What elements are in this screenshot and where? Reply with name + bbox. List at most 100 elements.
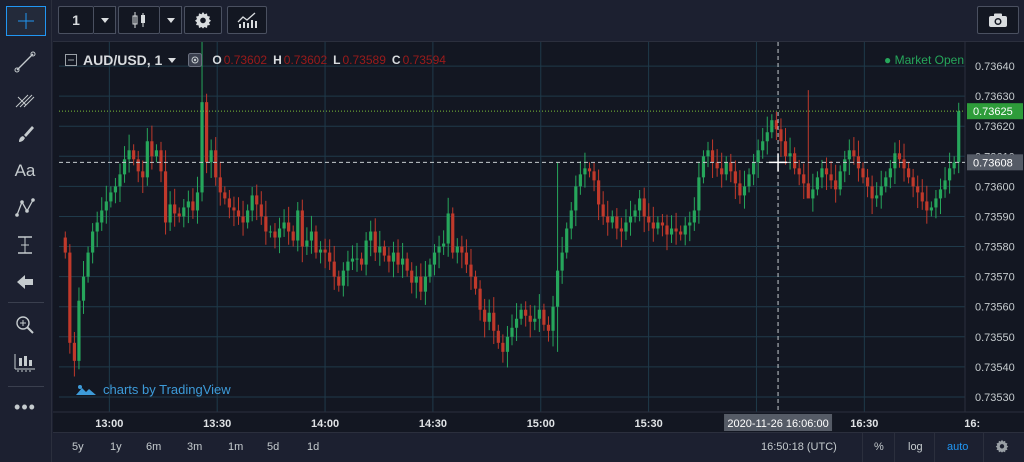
crosshair-tool-button[interactable] — [6, 6, 46, 36]
settings-button[interactable] — [184, 6, 222, 34]
candle-body — [268, 231, 273, 233]
candle-body — [391, 252, 396, 262]
candle-body — [100, 210, 104, 223]
candle — [186, 190, 190, 224]
candle-body — [318, 249, 323, 253]
candle — [227, 190, 231, 219]
candle-body — [565, 228, 569, 253]
scale-settings-button[interactable] — [995, 439, 1009, 456]
candle-body — [569, 210, 573, 229]
candle — [369, 220, 373, 257]
eye-icon[interactable] — [188, 53, 203, 67]
price-tick-label: 0.73550 — [975, 332, 1015, 344]
pitchfork-tool-button[interactable] — [8, 83, 42, 113]
candle — [473, 270, 478, 295]
candle — [264, 200, 268, 245]
candle — [779, 118, 783, 157]
candle — [902, 143, 906, 182]
candle — [241, 200, 245, 236]
tradingview-watermark[interactable]: charts by TradingView — [75, 382, 231, 397]
chart-type-button[interactable] — [118, 6, 160, 34]
trend-line-icon — [14, 51, 36, 73]
percent-scale-button[interactable]: % — [874, 441, 884, 453]
pattern-icon — [15, 198, 35, 217]
candle — [505, 325, 510, 368]
candle — [551, 295, 555, 347]
range-1m-button[interactable]: 1m — [228, 441, 244, 453]
candle — [601, 191, 605, 225]
candle-body — [724, 162, 728, 175]
ohlc-key-c: C — [391, 53, 401, 67]
candle — [761, 128, 765, 159]
candle — [706, 141, 710, 168]
range-1d-button[interactable]: 1d — [307, 441, 320, 453]
candle-body — [218, 177, 222, 193]
measure-tool-button[interactable] — [8, 230, 42, 260]
range-5y-button[interactable]: 5y — [72, 441, 84, 453]
candle — [587, 162, 592, 178]
candle-body — [647, 216, 651, 223]
candle-body — [624, 222, 628, 232]
interval-dropdown-button[interactable] — [94, 6, 116, 34]
candle-body — [514, 318, 519, 328]
last-price-tag-bg — [967, 103, 1023, 120]
candle — [560, 236, 564, 284]
candle — [783, 128, 788, 165]
candle — [451, 207, 455, 259]
range-1y-button[interactable]: 1y — [110, 441, 122, 453]
candle — [359, 252, 364, 271]
candle-body — [141, 171, 145, 178]
candle-body — [373, 231, 377, 253]
collapse-legend-icon[interactable] — [65, 54, 77, 66]
candle — [893, 142, 897, 184]
candle — [309, 215, 314, 254]
utc-clock[interactable]: 16:50:18 (UTC) — [761, 441, 837, 453]
auto-scale-button[interactable]: auto — [947, 441, 969, 453]
candle — [701, 150, 706, 184]
candle — [104, 185, 108, 224]
candle-body — [701, 156, 706, 178]
text-tool-button[interactable]: Aa — [8, 156, 42, 186]
range-5d-button[interactable]: 5d — [267, 441, 280, 453]
candle — [250, 186, 254, 222]
candle — [437, 235, 441, 269]
range-3m-button[interactable]: 3m — [187, 441, 203, 453]
brush-tool-button[interactable] — [8, 119, 42, 149]
candle — [733, 160, 737, 200]
candle — [843, 150, 847, 183]
pattern-tool-button[interactable] — [8, 193, 42, 223]
candle-body — [328, 252, 332, 262]
candle-body — [163, 171, 168, 223]
candle — [660, 214, 665, 237]
candle-body — [542, 309, 546, 325]
zoom-tool-button[interactable] — [8, 310, 42, 340]
candle — [391, 241, 396, 278]
candle — [774, 111, 778, 141]
candle-body — [761, 141, 765, 151]
range-6m-button[interactable]: 6m — [146, 441, 162, 453]
candle-body — [875, 195, 879, 199]
chart-type-dropdown-button[interactable] — [160, 6, 182, 34]
chart-style-button[interactable] — [8, 347, 42, 377]
trend-line-tool-button[interactable] — [8, 47, 42, 77]
back-arrow-button[interactable] — [8, 267, 42, 297]
candle-body — [136, 159, 140, 172]
ohlc-value-c: 0.73594 — [402, 53, 446, 67]
candle — [875, 182, 879, 207]
price-chart[interactable]: 0.736400.736300.736200.736100.736000.735… — [53, 42, 1024, 432]
log-scale-button[interactable]: log — [908, 441, 923, 453]
snapshot-button[interactable] — [977, 6, 1019, 34]
more-tools-button[interactable]: ••• — [8, 392, 42, 422]
candle-body — [483, 309, 487, 322]
candle — [373, 218, 377, 261]
candle-body — [177, 213, 181, 217]
candle-body — [364, 240, 368, 265]
price-tick-label: 0.73640 — [975, 61, 1015, 73]
candle-body — [469, 264, 473, 277]
chevron-down-icon[interactable] — [168, 57, 177, 63]
indicators-button[interactable] — [227, 6, 267, 34]
candle-body — [815, 177, 820, 190]
chart-area[interactable]: 0.736400.736300.736200.736100.736000.735… — [53, 42, 1024, 432]
symbol-label[interactable]: AUD/USD, 1 — [83, 52, 163, 68]
interval-button[interactable]: 1 — [58, 6, 94, 34]
